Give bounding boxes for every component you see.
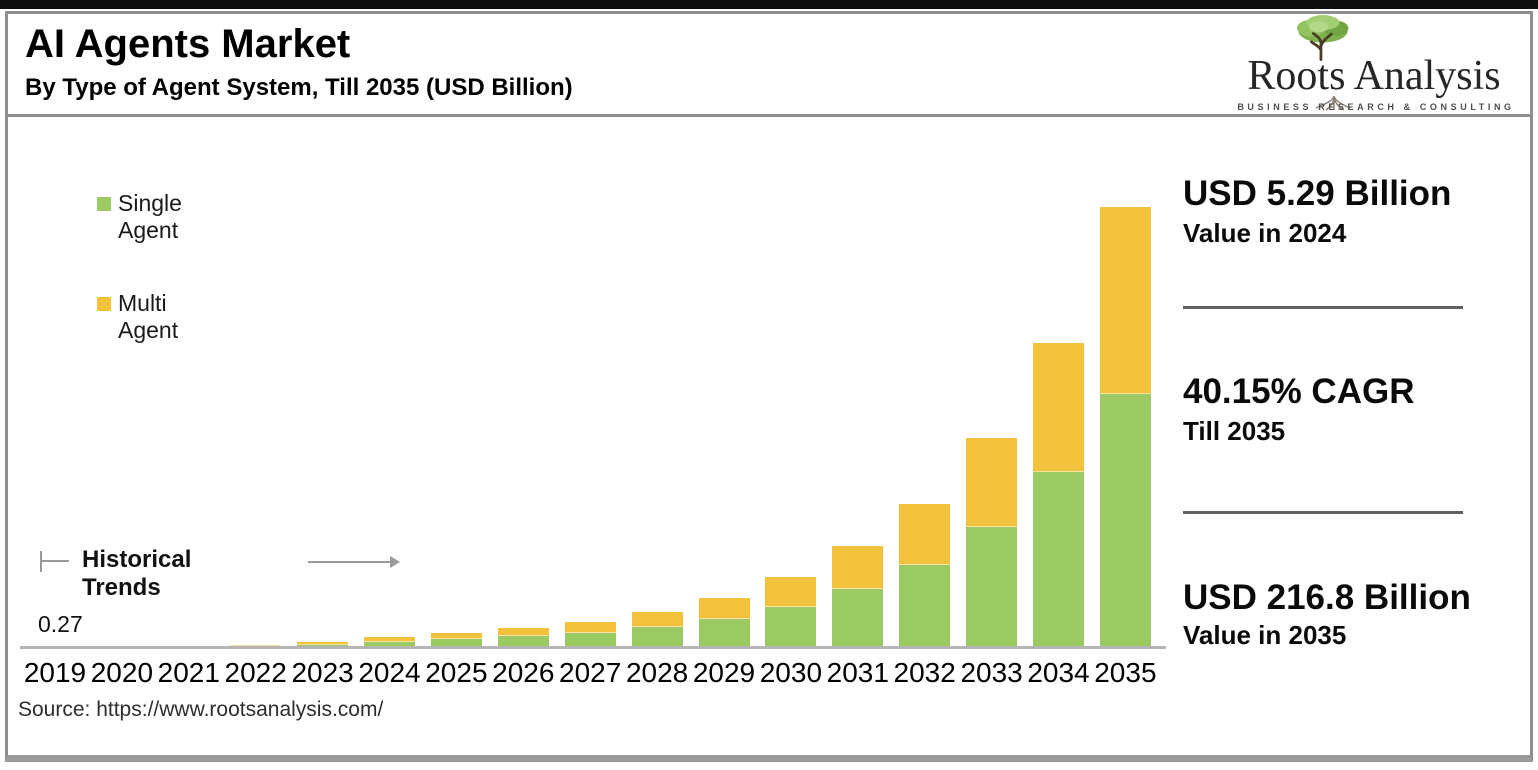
bar-2030: [765, 576, 817, 648]
x-axis-line: [20, 646, 1166, 649]
bar-2027: [564, 621, 616, 648]
stat-divider-1: [1183, 306, 1463, 309]
x-tick-2029: 2029: [692, 657, 756, 688]
x-tick-2021: 2021: [157, 657, 220, 688]
stat-value-2035: USD 216.8 Billion: [1183, 578, 1471, 617]
single-agent-label: Single Agent: [118, 190, 182, 243]
single-agent-swatch: [97, 197, 111, 211]
single-agent-segment-2029: [698, 619, 750, 648]
x-tick-2026: 2026: [492, 657, 555, 688]
stat-value-2024: USD 5.29 Billion: [1183, 174, 1452, 213]
page-subtitle: By Type of Agent System, Till 2035 (USD …: [25, 74, 573, 101]
multi-agent-segment-2027: [564, 621, 616, 633]
multi-agent-segment-2026: [497, 627, 549, 637]
stat-label-2024: Value in 2024: [1183, 218, 1347, 248]
multi-agent-segment-2032: [899, 503, 951, 565]
multi-agent-segment-2034: [1033, 342, 1084, 473]
page-title: AI Agents Market: [25, 22, 351, 66]
single-agent-segment-2034: [1033, 472, 1084, 648]
single-agent-segment-2035: [1099, 393, 1151, 648]
header: [5, 11, 1533, 117]
x-tick-2023: 2023: [291, 657, 354, 688]
arrow-right-icon: [390, 556, 400, 568]
logo-tagline: BUSINESS RESEARCH & CONSULTING: [1237, 102, 1515, 112]
bar-2033: [966, 438, 1018, 648]
bar-2028: [631, 612, 683, 648]
x-tick-2022: 2022: [224, 657, 287, 688]
x-tick-2032: 2032: [893, 657, 956, 688]
x-tick-2019: 2019: [23, 657, 87, 688]
single-agent-segment-2028: [631, 627, 683, 648]
x-tick-2027: 2027: [559, 657, 622, 688]
single-agent-segment-2033: [966, 527, 1018, 648]
multi-agent-swatch: [97, 297, 111, 311]
single-agent-segment-2031: [832, 589, 884, 648]
single-agent-segment-2030: [765, 606, 817, 648]
single-agent-segment-2025: [430, 639, 482, 648]
x-tick-2024: 2024: [358, 657, 421, 688]
bar-2029: [698, 598, 750, 648]
x-tick-2028: 2028: [625, 657, 689, 688]
tree-icon: [1296, 15, 1349, 61]
bar-2032: [899, 503, 951, 648]
single-agent-segment-2027: [564, 632, 616, 648]
historical-trends-label: Historical Trends: [82, 546, 192, 601]
multi-agent-segment-2025: [430, 632, 482, 640]
x-tick-2034: 2034: [1027, 657, 1090, 688]
x-tick-2025: 2025: [425, 657, 488, 688]
x-tick-2031: 2031: [826, 657, 889, 688]
x-tick-2035: 2035: [1094, 657, 1157, 688]
multi-agent-segment-2022: [230, 644, 282, 647]
multi-agent-segment-2029: [698, 598, 750, 620]
historical-trends-left-line: [41, 560, 69, 562]
bar-2024: [364, 637, 415, 648]
source-text: Source: https://www.rootsanalysis.com/: [18, 698, 384, 721]
bar-2026: [497, 627, 549, 648]
top-black-strip: [0, 0, 1538, 9]
bar-2034: [1033, 342, 1084, 648]
roots-icon: [1315, 96, 1351, 111]
single-agent-segment-2024: [364, 641, 415, 648]
multi-agent-segment-2023: [297, 642, 349, 645]
stat-label-2035: Value in 2035: [1183, 620, 1347, 650]
x-tick-2020: 2020: [90, 657, 154, 688]
single-agent-segment-2032: [899, 564, 951, 648]
start-value-2019: 0.27: [38, 611, 83, 637]
stat-label-cagr: Till 2035: [1183, 416, 1286, 446]
multi-agent-segment-2024: [364, 637, 415, 642]
multi-agent-segment-2028: [631, 612, 683, 628]
multi-agent-segment-2031: [832, 546, 884, 590]
stat-value-cagr: 40.15% CAGR: [1183, 372, 1415, 411]
multi-agent-segment-2035: [1099, 207, 1151, 394]
bar-2035: [1099, 207, 1151, 648]
bar-2025: [430, 632, 482, 648]
bar-2031: [832, 546, 884, 648]
x-tick-2030: 2030: [759, 657, 823, 688]
multi-agent-label: Multi Agent: [118, 290, 179, 343]
roots-analysis-logo: Roots Analysis BUSINESS RESEARCH & CONSU…: [1228, 12, 1520, 114]
historical-trends-arrow-line: [308, 561, 390, 563]
x-tick-2033: 2033: [960, 657, 1023, 688]
stat-divider-2: [1183, 511, 1463, 514]
multi-agent-segment-2033: [966, 438, 1018, 528]
logo-wordmark: Roots Analysis: [1247, 53, 1501, 99]
single-agent-segment-2026: [497, 636, 549, 648]
multi-agent-segment-2030: [765, 576, 817, 607]
